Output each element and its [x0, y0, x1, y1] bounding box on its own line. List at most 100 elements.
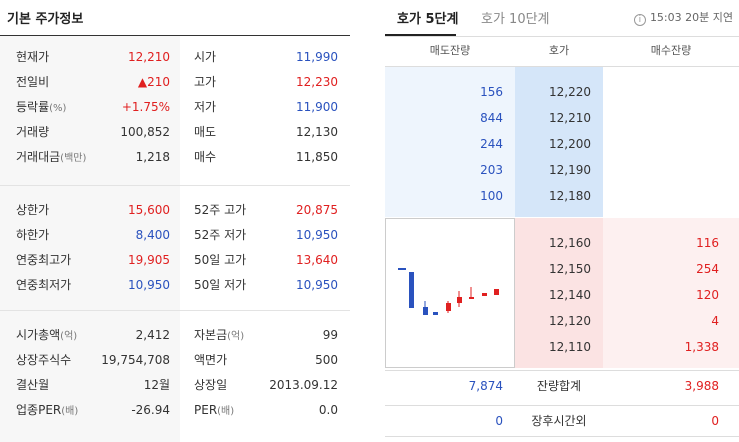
label-text: 50일 저가: [194, 278, 247, 292]
value-text: 2,412: [135, 328, 170, 342]
label-unit: (억): [227, 331, 245, 342]
info-value: 8,400: [60, 223, 170, 248]
bid-price[interactable]: 12,150: [549, 262, 591, 276]
label-text: 연중최저가: [16, 278, 72, 292]
ask-price[interactable]: 12,180: [549, 189, 591, 203]
candle: [423, 307, 428, 315]
bid-volume: 254: [696, 262, 719, 276]
info-label: 전일비: [16, 70, 49, 95]
left-label-column-bg: [0, 36, 180, 442]
value-text: 12,130: [296, 125, 338, 139]
info-value: 100,852: [60, 120, 170, 145]
total-ask-volume: 7,874: [468, 379, 503, 393]
info-label: 52주 저가: [194, 223, 246, 248]
value-text: 12월: [143, 378, 170, 392]
mini-candle-chart: [385, 218, 515, 368]
label-text: 연중최고가: [16, 253, 72, 267]
order-book-panel: 호가 5단계 호가 10단계 i 15:03 20분 지연 매도잔량 호가 매수잔…: [385, 0, 739, 442]
info-value: 12,230: [228, 70, 338, 95]
info-value: -26.94: [60, 398, 170, 423]
label-unit: (백만): [60, 153, 87, 164]
active-tab-indicator: [385, 34, 456, 36]
info-label: 액면가: [194, 348, 227, 373]
bid-volume-header: 매수잔량: [650, 44, 692, 57]
bid-price[interactable]: 12,110: [549, 340, 591, 354]
label-text: PER: [194, 403, 218, 417]
label-unit: (억): [60, 331, 78, 342]
bid-price[interactable]: 12,140: [549, 288, 591, 302]
ask-volume-area: [385, 67, 515, 217]
value-text: 99: [322, 328, 338, 342]
ask-volume: 100: [480, 189, 503, 203]
ask-volume: 156: [480, 85, 503, 99]
info-value: 12,130: [228, 120, 338, 145]
info-value: 12,210: [60, 45, 170, 70]
bid-volume: 120: [696, 288, 719, 302]
info-value: 12월: [60, 373, 170, 398]
value-text: 10,950: [128, 278, 170, 292]
ask-price[interactable]: 12,220: [549, 85, 591, 99]
label-unit: (%): [49, 103, 67, 114]
info-label: 등락률(%): [16, 95, 66, 120]
info-label: 하한가: [16, 223, 49, 248]
info-label: 상장주식수: [16, 348, 71, 373]
after-hours-bid: 0: [711, 414, 719, 428]
candle: [469, 297, 474, 299]
value-text: 1,218: [135, 150, 170, 164]
candle: [433, 312, 438, 315]
info-label: 자본금(억): [194, 323, 244, 348]
label-text: 50일 고가: [194, 253, 247, 267]
info-label: 거래량: [16, 120, 49, 145]
ask-price[interactable]: 12,210: [549, 111, 591, 125]
delay-time-label: i 15:03 20분 지연: [633, 9, 733, 26]
ask-price[interactable]: 12,190: [549, 163, 591, 177]
ask-price[interactable]: 12,200: [549, 137, 591, 151]
header-divider: [385, 36, 739, 37]
value-text: 12,210: [128, 50, 170, 64]
info-label: 업종PER(배): [16, 398, 78, 423]
info-value: 11,850: [228, 145, 338, 170]
label-text: 등락률: [16, 100, 50, 114]
bid-volume: 1,338: [684, 340, 719, 354]
label-text: 액면가: [194, 353, 228, 367]
info-value: 10,950: [228, 223, 338, 248]
after-hours-label: 장후시간외: [531, 414, 587, 428]
label-text: 시가총액: [16, 328, 61, 342]
label-text: 거래량: [16, 125, 50, 139]
info-value: 10,950: [60, 273, 170, 298]
bid-price[interactable]: 12,160: [549, 236, 591, 250]
basic-stock-info-panel: 기본 주가정보 현재가 12,210 시가 11,990 전일비 ▲210 고가 12,230…: [0, 0, 350, 442]
info-value: 2013.09.12: [228, 373, 338, 398]
info-icon[interactable]: i: [633, 14, 646, 26]
after-hours-ask: 0: [495, 414, 503, 428]
label-text: 저가: [194, 100, 217, 114]
info-value: 11,900: [228, 95, 338, 120]
info-value: 19,905: [60, 248, 170, 273]
label-text: 현재가: [16, 50, 50, 64]
tab-order-book-5[interactable]: 호가 5단계: [397, 12, 459, 27]
value-text: 2013.09.12: [269, 378, 338, 392]
value-text: 10,950: [296, 228, 338, 242]
ask-volume: 844: [480, 111, 503, 125]
info-value: ▲210: [60, 70, 170, 95]
section-divider: [0, 185, 350, 186]
ask-price-area: [515, 67, 603, 217]
info-value: 500: [228, 348, 338, 373]
bid-price[interactable]: 12,120: [549, 314, 591, 328]
bid-volume-area: [603, 218, 739, 368]
info-label: 저가: [194, 95, 216, 120]
info-value: +1.75%: [60, 95, 170, 120]
value-text: 10,950: [296, 278, 338, 292]
value-text: -26.94: [131, 403, 170, 417]
info-label: 50일 저가: [194, 273, 246, 298]
info-value: 11,990: [228, 45, 338, 70]
info-label: 거래대금(백만): [16, 145, 86, 170]
tab-order-book-10[interactable]: 호가 10단계: [481, 12, 550, 27]
info-label: 현재가: [16, 45, 49, 70]
info-label: 고가: [194, 70, 216, 95]
panel-title: 기본 주가정보: [7, 12, 84, 27]
label-text: 업종PER: [16, 403, 62, 417]
label-text: 전일비: [16, 75, 50, 89]
time-text: 15:03 20분 지연: [649, 11, 733, 24]
bid-volume: 4: [711, 314, 719, 328]
